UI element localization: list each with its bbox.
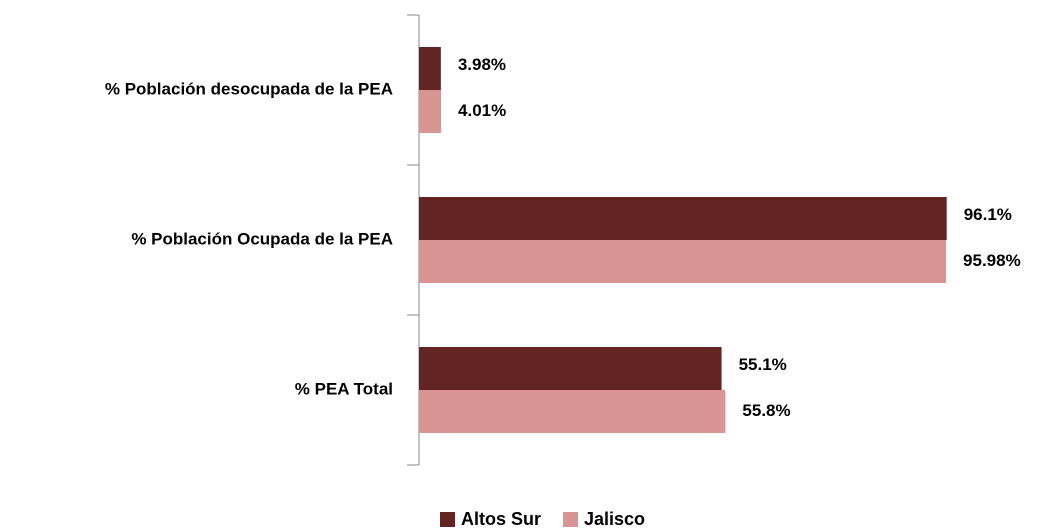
legend-label: Jalisco [584, 509, 645, 529]
bar [419, 390, 726, 433]
legend-swatch [440, 512, 455, 527]
category-label: % Población Ocupada de la PEA [131, 229, 393, 248]
value-label: 55.8% [742, 401, 790, 420]
value-label: 95.98% [963, 251, 1021, 270]
bar [419, 47, 441, 90]
bar [419, 240, 947, 283]
category-label: % PEA Total [295, 379, 393, 398]
bar [419, 347, 722, 390]
bar [419, 90, 442, 133]
bar [419, 197, 947, 240]
value-label: 3.98% [458, 55, 506, 74]
legend-label: Altos Sur [461, 509, 541, 529]
value-label: 96.1% [964, 205, 1012, 224]
value-label: 4.01% [458, 101, 506, 120]
legend-swatch [563, 512, 579, 527]
category-label: % Población desocupada de la PEA [105, 79, 393, 98]
value-label: 55.1% [739, 355, 787, 374]
